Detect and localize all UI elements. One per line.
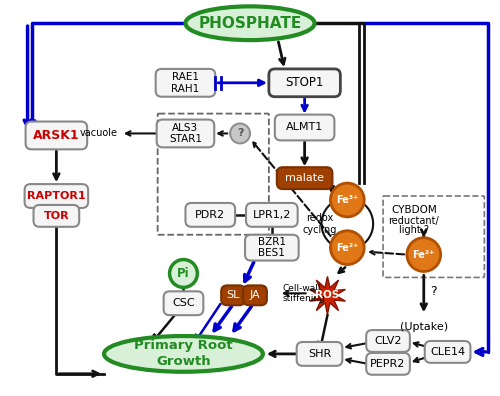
Circle shape [330, 231, 364, 265]
FancyBboxPatch shape [245, 235, 298, 261]
FancyBboxPatch shape [296, 342, 343, 366]
Circle shape [330, 183, 364, 217]
Text: SHR: SHR [308, 349, 331, 359]
Text: CLE14: CLE14 [430, 347, 465, 357]
FancyBboxPatch shape [269, 69, 340, 97]
FancyBboxPatch shape [34, 205, 79, 227]
Text: light ?: light ? [399, 225, 429, 235]
Text: PEPR2: PEPR2 [370, 359, 406, 369]
Text: ?: ? [237, 128, 244, 139]
FancyBboxPatch shape [26, 122, 87, 149]
FancyBboxPatch shape [221, 286, 245, 305]
Text: vacuole: vacuole [80, 128, 118, 139]
Text: RAE1
RAH1: RAE1 RAH1 [172, 72, 200, 93]
Text: JA: JA [250, 290, 260, 300]
FancyBboxPatch shape [156, 69, 215, 97]
Text: STOP1: STOP1 [286, 76, 324, 89]
Text: Fe³⁺: Fe³⁺ [336, 195, 358, 205]
FancyBboxPatch shape [164, 291, 203, 315]
Text: redox
cycling: redox cycling [302, 213, 336, 234]
Text: Fe²⁺: Fe²⁺ [336, 243, 358, 253]
Text: reductant/: reductant/ [388, 216, 439, 226]
Text: CLV2: CLV2 [374, 336, 402, 346]
Text: ROS: ROS [316, 290, 340, 300]
Text: Cell-wall
stiffening: Cell-wall stiffening [283, 284, 326, 303]
Text: PDR2: PDR2 [195, 210, 226, 220]
Text: malate: malate [285, 173, 324, 183]
Text: (Uptake): (Uptake) [400, 322, 448, 332]
Text: ?: ? [430, 285, 436, 298]
FancyBboxPatch shape [366, 330, 410, 352]
FancyBboxPatch shape [246, 203, 298, 227]
Ellipse shape [186, 6, 314, 40]
Ellipse shape [104, 336, 263, 372]
Text: PHOSPHATE: PHOSPHATE [198, 16, 302, 31]
Text: CYBDOM: CYBDOM [391, 205, 436, 215]
FancyBboxPatch shape [24, 184, 88, 208]
Circle shape [230, 124, 250, 143]
Circle shape [170, 259, 198, 287]
Text: ARSK1: ARSK1 [33, 129, 80, 142]
FancyBboxPatch shape [186, 203, 235, 227]
Text: ALMT1: ALMT1 [286, 122, 323, 133]
Text: Primary Root
Growth: Primary Root Growth [134, 339, 233, 368]
FancyBboxPatch shape [156, 120, 214, 147]
Text: SL: SL [226, 290, 240, 300]
FancyBboxPatch shape [277, 167, 332, 189]
Text: RAPTOR1: RAPTOR1 [27, 191, 86, 201]
Text: Pi: Pi [177, 267, 190, 280]
Text: ALS3
STAR1: ALS3 STAR1 [169, 123, 202, 144]
FancyBboxPatch shape [366, 353, 410, 375]
Text: LPR1,2: LPR1,2 [252, 210, 291, 220]
Text: Fe²⁺: Fe²⁺ [412, 249, 435, 260]
FancyBboxPatch shape [425, 341, 470, 363]
Text: TOR: TOR [44, 211, 69, 221]
Polygon shape [310, 276, 346, 314]
FancyBboxPatch shape [243, 286, 267, 305]
FancyBboxPatch shape [275, 114, 334, 141]
Text: BZR1
BES1: BZR1 BES1 [258, 237, 286, 259]
Circle shape [407, 238, 440, 272]
Text: CSC: CSC [172, 298, 195, 308]
